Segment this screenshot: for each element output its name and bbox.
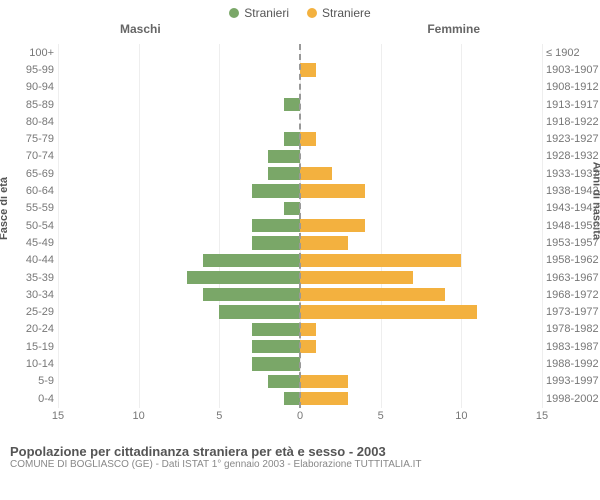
bar-male bbox=[284, 132, 300, 145]
birth-year-label: 1998-2002 bbox=[546, 393, 598, 405]
birth-year-label: 1938-1942 bbox=[546, 185, 598, 197]
age-label: 35-39 bbox=[8, 272, 54, 284]
bar-female bbox=[300, 132, 316, 145]
bar-male bbox=[252, 340, 300, 353]
bar-male bbox=[252, 184, 300, 197]
age-label: 95-99 bbox=[8, 64, 54, 76]
age-label: 100+ bbox=[8, 47, 54, 59]
chart-area: Fasce di età Anni di nascita 100+≤ 19029… bbox=[0, 40, 600, 440]
age-label: 70-74 bbox=[8, 150, 54, 162]
age-label: 10-14 bbox=[8, 358, 54, 370]
bar-female bbox=[300, 323, 316, 336]
birth-year-label: 1973-1977 bbox=[546, 306, 598, 318]
age-label: 45-49 bbox=[8, 237, 54, 249]
bar-male bbox=[284, 392, 300, 405]
age-label: 30-34 bbox=[8, 289, 54, 301]
bar-female bbox=[300, 305, 477, 318]
birth-year-label: 1993-1997 bbox=[546, 375, 598, 387]
birth-year-label: 1953-1957 bbox=[546, 237, 598, 249]
birth-year-label: 1928-1932 bbox=[546, 150, 598, 162]
legend: Stranieri Straniere bbox=[0, 0, 600, 22]
age-label: 0-4 bbox=[8, 393, 54, 405]
bar-female bbox=[300, 254, 461, 267]
legend-male-label: Stranieri bbox=[244, 6, 289, 20]
age-label: 25-29 bbox=[8, 306, 54, 318]
birth-year-label: 1908-1912 bbox=[546, 81, 598, 93]
age-label: 90-94 bbox=[8, 81, 54, 93]
bar-male bbox=[203, 254, 300, 267]
birth-year-label: ≤ 1902 bbox=[546, 47, 598, 59]
bar-female bbox=[300, 219, 365, 232]
birth-year-label: 1968-1972 bbox=[546, 289, 598, 301]
birth-year-label: 1933-1937 bbox=[546, 168, 598, 180]
x-tick-label: 0 bbox=[297, 410, 303, 422]
age-label: 15-19 bbox=[8, 341, 54, 353]
header-male: Maschi bbox=[120, 22, 161, 36]
bar-male bbox=[187, 271, 300, 284]
birth-year-label: 1918-1922 bbox=[546, 116, 598, 128]
header-female: Femmine bbox=[427, 22, 480, 36]
bar-female bbox=[300, 340, 316, 353]
x-tick-label: 5 bbox=[216, 410, 222, 422]
age-label: 40-44 bbox=[8, 254, 54, 266]
legend-item-female: Straniere bbox=[307, 6, 371, 20]
chart-footer: Popolazione per cittadinanza straniera p… bbox=[0, 440, 600, 470]
x-tick-label: 10 bbox=[133, 410, 145, 422]
bar-male bbox=[252, 323, 300, 336]
bar-female bbox=[300, 375, 348, 388]
bar-female bbox=[300, 184, 365, 197]
bar-female bbox=[300, 392, 348, 405]
bar-male bbox=[284, 202, 300, 215]
bar-male bbox=[268, 150, 300, 163]
bar-male bbox=[268, 375, 300, 388]
bar-female bbox=[300, 167, 332, 180]
column-headers: Maschi Femmine bbox=[0, 22, 600, 40]
chart-subtitle: COMUNE DI BOGLIASCO (GE) - Dati ISTAT 1°… bbox=[10, 459, 590, 470]
bar-male bbox=[252, 357, 300, 370]
birth-year-label: 1948-1952 bbox=[546, 220, 598, 232]
x-tick-label: 5 bbox=[378, 410, 384, 422]
bar-male bbox=[252, 219, 300, 232]
x-tick-label: 10 bbox=[455, 410, 467, 422]
bar-male bbox=[219, 305, 300, 318]
age-label: 5-9 bbox=[8, 375, 54, 387]
legend-female-label: Straniere bbox=[322, 6, 371, 20]
birth-year-label: 1958-1962 bbox=[546, 254, 598, 266]
bar-female bbox=[300, 271, 413, 284]
birth-year-label: 1963-1967 bbox=[546, 272, 598, 284]
age-label: 20-24 bbox=[8, 323, 54, 335]
center-dashed-line bbox=[299, 44, 301, 408]
birth-year-label: 1988-1992 bbox=[546, 358, 598, 370]
age-label: 85-89 bbox=[8, 99, 54, 111]
bar-female bbox=[300, 288, 445, 301]
legend-item-male: Stranieri bbox=[229, 6, 289, 20]
birth-year-label: 1983-1987 bbox=[546, 341, 598, 353]
bar-female bbox=[300, 63, 316, 76]
x-tick-label: 15 bbox=[52, 410, 64, 422]
bar-male bbox=[268, 167, 300, 180]
birth-year-label: 1903-1907 bbox=[546, 64, 598, 76]
x-axis: 15105051015 bbox=[58, 410, 542, 424]
male-swatch-icon bbox=[229, 8, 239, 18]
age-label: 50-54 bbox=[8, 220, 54, 232]
grid-line bbox=[542, 44, 543, 408]
female-swatch-icon bbox=[307, 8, 317, 18]
bar-male bbox=[284, 98, 300, 111]
age-label: 55-59 bbox=[8, 202, 54, 214]
birth-year-label: 1943-1947 bbox=[546, 202, 598, 214]
birth-year-label: 1923-1927 bbox=[546, 133, 598, 145]
plot-region: 100+≤ 190295-991903-190790-941908-191285… bbox=[58, 44, 542, 408]
age-label: 80-84 bbox=[8, 116, 54, 128]
bar-male bbox=[203, 288, 300, 301]
birth-year-label: 1913-1917 bbox=[546, 99, 598, 111]
birth-year-label: 1978-1982 bbox=[546, 323, 598, 335]
bar-male bbox=[252, 236, 300, 249]
x-tick-label: 15 bbox=[536, 410, 548, 422]
age-label: 75-79 bbox=[8, 133, 54, 145]
bar-female bbox=[300, 236, 348, 249]
chart-title: Popolazione per cittadinanza straniera p… bbox=[10, 444, 590, 459]
age-label: 60-64 bbox=[8, 185, 54, 197]
age-label: 65-69 bbox=[8, 168, 54, 180]
